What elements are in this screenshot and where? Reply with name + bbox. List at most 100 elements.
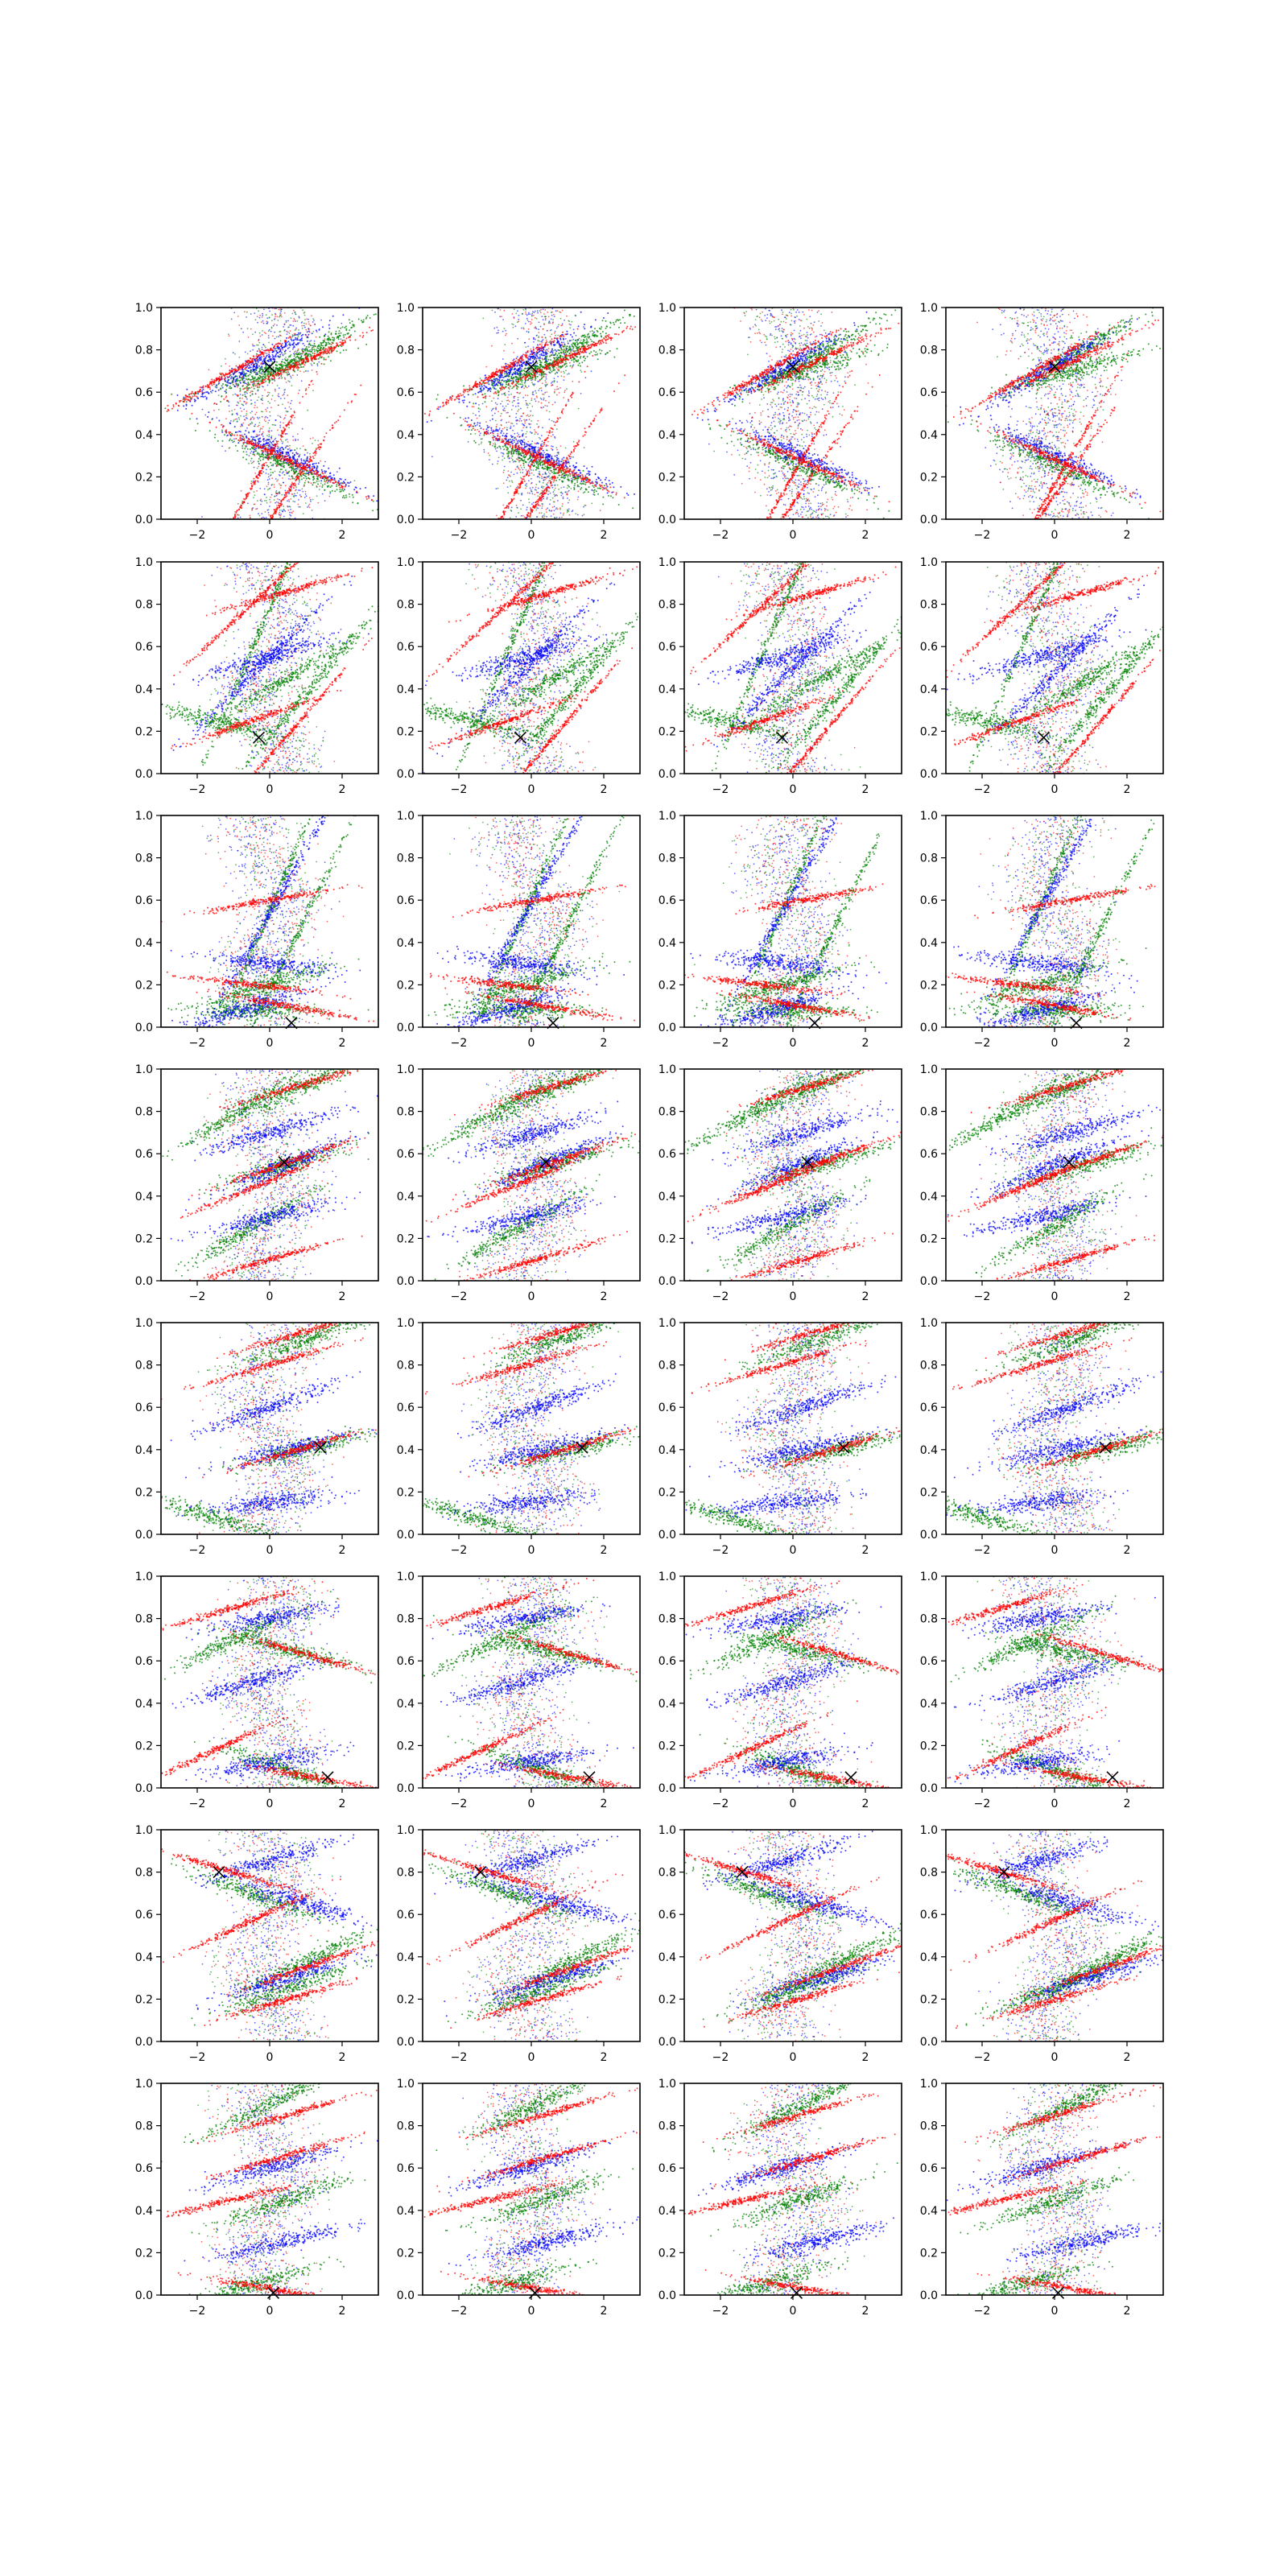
blue-point bbox=[554, 510, 555, 511]
green-point bbox=[287, 380, 289, 382]
red-point bbox=[266, 320, 267, 322]
green-point bbox=[561, 375, 563, 377]
blue-point bbox=[269, 311, 270, 312]
blue-point bbox=[507, 412, 509, 414]
green-band-point bbox=[248, 387, 250, 389]
blue-point bbox=[262, 334, 263, 336]
red-band-point bbox=[209, 605, 211, 606]
blue-point bbox=[530, 469, 532, 471]
blue-point bbox=[233, 312, 235, 314]
blue-point bbox=[551, 315, 553, 316]
red-band-point bbox=[264, 379, 266, 381]
red-point bbox=[256, 412, 258, 414]
red-band-point bbox=[281, 500, 283, 502]
red-point bbox=[295, 328, 297, 330]
blue-point bbox=[568, 400, 569, 402]
green-point bbox=[535, 326, 537, 328]
blue-point bbox=[516, 413, 518, 415]
red-point bbox=[282, 349, 283, 351]
blue-point bbox=[244, 394, 246, 395]
blue-point bbox=[270, 331, 272, 332]
green-band-point bbox=[290, 360, 291, 361]
red-band-point bbox=[237, 435, 238, 436]
blue-point bbox=[254, 312, 255, 314]
blue-point bbox=[496, 332, 497, 334]
green-band-point bbox=[339, 491, 341, 493]
red-band-point bbox=[262, 353, 263, 355]
green-point bbox=[475, 433, 477, 435]
blue-point bbox=[204, 415, 206, 416]
green-point bbox=[565, 345, 567, 347]
blue-band-point bbox=[316, 330, 317, 332]
green-band-point bbox=[300, 353, 302, 354]
green-point bbox=[514, 308, 515, 310]
green-point bbox=[549, 510, 551, 512]
blue-point bbox=[573, 328, 575, 330]
green-band-point bbox=[192, 393, 194, 394]
green-point bbox=[539, 481, 540, 482]
green-band-point bbox=[324, 489, 325, 491]
blue-point bbox=[479, 435, 481, 436]
red-band-point bbox=[287, 492, 288, 493]
red-point bbox=[287, 394, 288, 396]
blue-point bbox=[229, 405, 230, 407]
red-point bbox=[261, 321, 262, 323]
red-band-point bbox=[217, 544, 218, 546]
red-point bbox=[272, 336, 274, 337]
blue-point bbox=[230, 420, 232, 422]
red-band-point bbox=[246, 440, 248, 442]
red-band-point bbox=[327, 349, 328, 350]
green-band-point bbox=[171, 394, 172, 395]
red-band-point bbox=[220, 541, 221, 543]
green-point bbox=[282, 403, 283, 405]
blue-band-point bbox=[288, 454, 290, 456]
red-band-point bbox=[283, 456, 284, 458]
blue-point bbox=[578, 486, 580, 488]
blue-point bbox=[523, 439, 525, 440]
red-band-point bbox=[282, 432, 283, 434]
red-band-point bbox=[316, 475, 318, 477]
red-point bbox=[260, 499, 262, 501]
red-point bbox=[540, 407, 542, 408]
blue-point bbox=[291, 400, 292, 402]
blue-band-point bbox=[296, 338, 298, 340]
blue-band-point bbox=[328, 324, 330, 326]
red-band-point bbox=[230, 573, 232, 575]
green-point bbox=[518, 461, 520, 463]
red-band-point bbox=[229, 522, 231, 524]
blue-band-point bbox=[245, 430, 246, 431]
green-point bbox=[539, 437, 540, 439]
red-band-point bbox=[262, 464, 263, 466]
green-point bbox=[305, 502, 307, 504]
blue-point bbox=[257, 417, 258, 419]
red-point bbox=[287, 445, 289, 447]
red-band-point bbox=[264, 525, 266, 526]
green-point bbox=[254, 426, 256, 427]
green-point bbox=[246, 376, 248, 378]
red-band-point bbox=[277, 345, 279, 347]
green-band-point bbox=[291, 469, 292, 471]
red-band-point bbox=[258, 356, 259, 357]
blue-point bbox=[556, 382, 558, 383]
blue-point bbox=[259, 431, 261, 433]
red-point bbox=[472, 406, 473, 407]
red-point bbox=[275, 390, 276, 392]
green-point bbox=[238, 417, 240, 419]
red-point bbox=[562, 413, 564, 415]
red-band-point bbox=[278, 457, 279, 459]
green-band-point bbox=[319, 336, 320, 338]
blue-band-point bbox=[250, 436, 252, 438]
green-band-point bbox=[246, 446, 247, 448]
red-band-point bbox=[217, 547, 219, 549]
green-band-point bbox=[288, 356, 290, 357]
green-band-point bbox=[357, 502, 358, 504]
blue-point bbox=[517, 440, 518, 442]
red-point bbox=[213, 410, 215, 411]
blue-point bbox=[263, 457, 265, 459]
blue-point bbox=[308, 353, 310, 354]
green-point bbox=[273, 424, 275, 426]
green-band-point bbox=[262, 454, 264, 456]
green-point bbox=[546, 484, 547, 485]
red-band-point bbox=[261, 473, 262, 474]
red-point bbox=[237, 386, 238, 388]
